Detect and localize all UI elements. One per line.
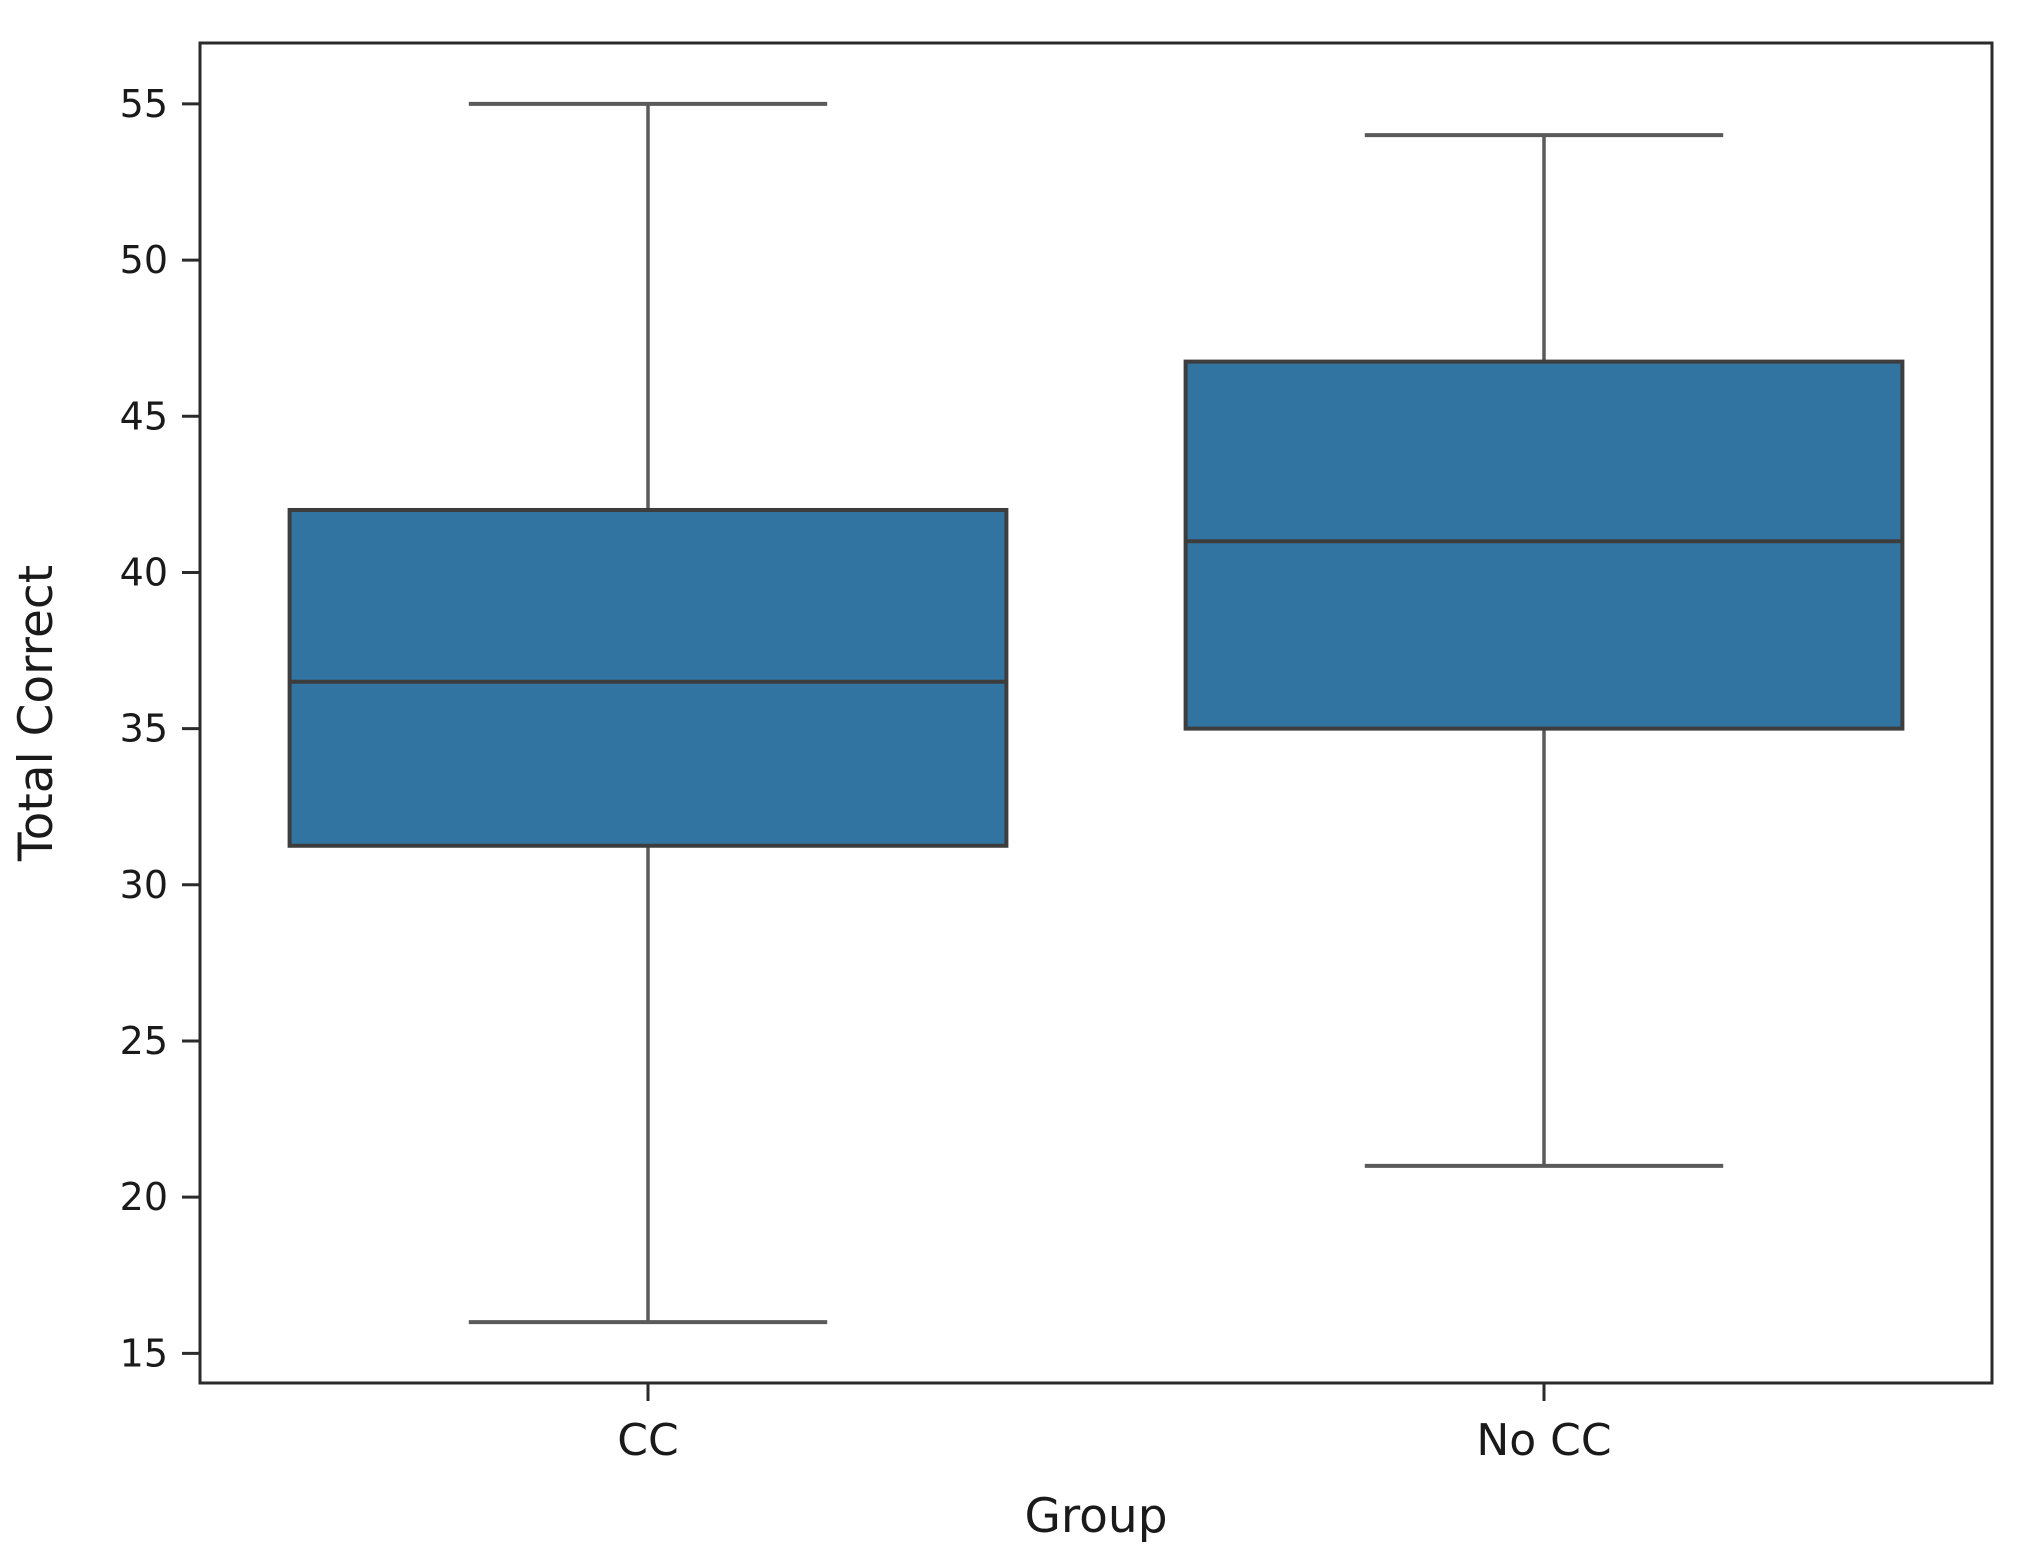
y-axis-ticks: 15 20 25 30 35 40 45 50 55 xyxy=(120,82,200,1375)
y-tick-label: 35 xyxy=(120,707,168,751)
y-tick-label: 55 xyxy=(120,82,168,126)
y-tick-label: 30 xyxy=(120,863,168,907)
x-tick-label-cc: CC xyxy=(617,1415,678,1466)
x-axis-ticks: CC No CC xyxy=(617,1383,1612,1466)
y-tick-label: 40 xyxy=(120,550,168,594)
y-tick-label: 50 xyxy=(120,238,168,282)
y-tick-label: 15 xyxy=(120,1331,168,1375)
x-tick-label-no-cc: No CC xyxy=(1476,1415,1611,1466)
box-no-cc xyxy=(1183,359,1905,731)
y-axis-title: Total Correct xyxy=(9,565,64,862)
y-tick-label: 45 xyxy=(120,394,168,438)
y-tick-label: 25 xyxy=(120,1019,168,1063)
boxplot-series xyxy=(287,101,1905,1325)
box-cc xyxy=(287,507,1009,848)
x-axis-title: Group xyxy=(1024,1489,1167,1544)
y-tick-label: 20 xyxy=(120,1175,168,1219)
